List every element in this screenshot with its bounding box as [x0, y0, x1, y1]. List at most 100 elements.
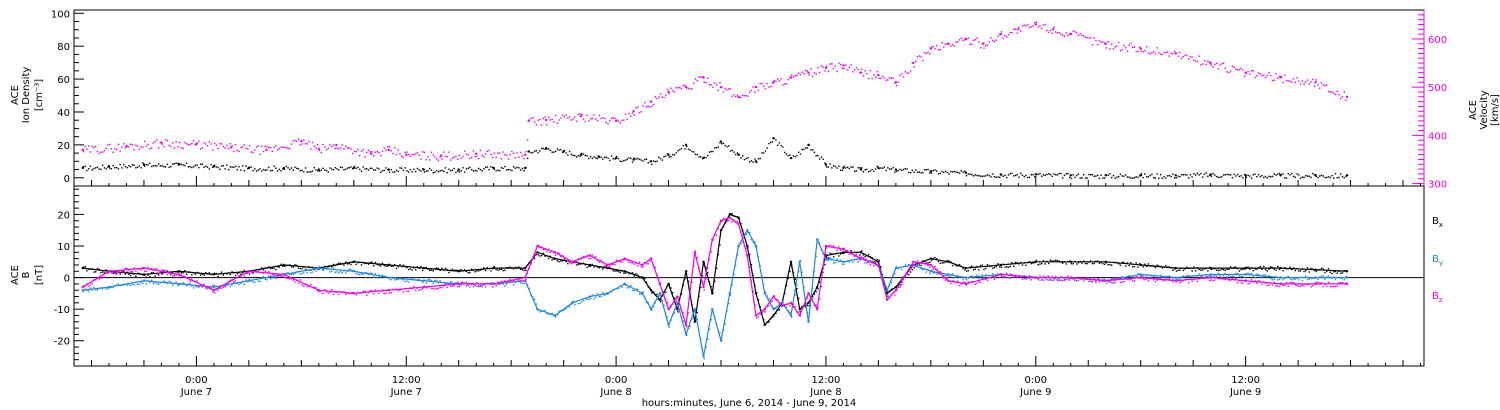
- b-dot-by: [1296, 277, 1298, 280]
- density-dot: [740, 157, 742, 159]
- b-dot-bz: [441, 286, 443, 289]
- density-dot: [883, 166, 886, 168]
- density-dot: [575, 156, 578, 158]
- b-dot-by: [677, 303, 679, 306]
- b-dot-bz: [462, 281, 464, 283]
- density-dot: [311, 170, 314, 172]
- velocity-dot: [1086, 37, 1088, 39]
- b-dot-bx: [546, 255, 548, 257]
- b-dot-bz: [1259, 280, 1262, 283]
- b-dot-bx: [934, 256, 936, 259]
- b-dot-by: [142, 282, 144, 285]
- b-dot-bz: [331, 289, 333, 291]
- b-dot-bx: [1317, 269, 1319, 271]
- velocity-dot: [1217, 68, 1220, 70]
- b-dot-bx: [960, 265, 962, 267]
- velocity-dot: [399, 153, 401, 155]
- b-dot-by: [535, 303, 538, 305]
- b-dot-by: [397, 278, 399, 281]
- b-dot-bz: [1116, 277, 1118, 279]
- b-dot-by: [881, 274, 884, 276]
- b-dot-by: [644, 296, 646, 299]
- b-dot-bz: [1042, 279, 1045, 281]
- b-dot-by: [1037, 278, 1039, 281]
- b-dot-bx: [460, 268, 462, 271]
- b-dot-by: [1170, 276, 1172, 278]
- b-dot-by: [869, 260, 872, 262]
- velocity-dot: [1341, 95, 1344, 98]
- b-dot-by: [124, 283, 127, 285]
- density-dot: [600, 156, 602, 158]
- b-dot-bz: [383, 292, 385, 295]
- b-dot-by: [114, 284, 116, 287]
- velocity-dot: [430, 151, 433, 153]
- velocity-dot: [383, 147, 385, 149]
- velocity-dot: [1021, 25, 1024, 27]
- density-dot: [201, 163, 204, 165]
- density-dot: [1303, 176, 1305, 178]
- velocity-dot-point: [999, 32, 1003, 36]
- density-dot: [602, 158, 604, 160]
- b-dot-bx: [916, 263, 919, 265]
- density-dot-point: [754, 160, 758, 163]
- b-dot-by: [236, 282, 239, 285]
- density-dot: [1053, 173, 1055, 175]
- b-dot-bz-point: [1174, 279, 1177, 282]
- b-dot-bz: [189, 280, 191, 282]
- b-dot-bx: [1131, 266, 1134, 268]
- density-dot: [948, 173, 950, 175]
- b-dot-by: [1166, 275, 1169, 278]
- b-dot-bz: [1055, 275, 1057, 278]
- density-dot: [437, 171, 440, 173]
- x-tick-time-label: 12:00: [392, 375, 421, 386]
- density-dot: [1324, 176, 1326, 179]
- b-dot-bx-point: [1139, 263, 1142, 267]
- b-dot-by: [152, 282, 155, 285]
- b-dot-bz: [927, 264, 929, 267]
- b-dot-by: [364, 272, 366, 274]
- b-dot-bz: [1123, 280, 1125, 283]
- velocity-dot: [1182, 55, 1185, 58]
- b-dot-bz: [1312, 285, 1314, 287]
- density-dot: [1198, 174, 1200, 176]
- velocity-dot: [345, 145, 347, 147]
- b-dot-by: [1228, 274, 1230, 277]
- b-dot-bz: [322, 292, 324, 294]
- velocity-dot: [551, 118, 553, 121]
- velocity-dot: [567, 117, 569, 119]
- b-dot-bx: [666, 284, 669, 287]
- velocity-dot: [1062, 34, 1064, 36]
- b-dot-bx: [733, 215, 735, 217]
- b-dot-bz: [1119, 281, 1122, 284]
- b-dot-by: [909, 264, 912, 266]
- density-dot: [832, 165, 835, 167]
- velocity-dot: [663, 96, 665, 99]
- b-dot-bz-point: [536, 244, 539, 248]
- b-dot-bx: [621, 270, 623, 272]
- velocity-dot: [376, 150, 378, 153]
- velocity-dot: [168, 144, 170, 147]
- b-dot-by: [1301, 279, 1303, 282]
- density-dot: [1270, 175, 1272, 178]
- velocity-dot: [107, 144, 109, 146]
- density-dot: [834, 165, 837, 168]
- b-dot-bz: [972, 281, 975, 283]
- b-dot-by: [1322, 275, 1324, 277]
- b-dot-bz: [946, 277, 949, 279]
- b-dot-by: [1051, 275, 1053, 277]
- velocity-dot: [736, 94, 739, 96]
- b-dot-bx: [248, 273, 251, 275]
- b-dot-by: [121, 284, 123, 286]
- b-dot-by: [1042, 275, 1045, 277]
- velocity-dot: [1282, 81, 1284, 84]
- velocity-dot: [1242, 69, 1244, 71]
- velocity-dot: [364, 156, 366, 158]
- velocity-dot: [553, 121, 555, 123]
- density-dot: [210, 163, 212, 166]
- velocity-dot: [679, 86, 681, 89]
- density-dot: [1263, 176, 1265, 179]
- b-dot-by: [332, 267, 335, 269]
- b-dot-bx: [157, 274, 160, 276]
- b-dot-by: [974, 276, 976, 278]
- top-left-tick-label: 40: [57, 108, 70, 119]
